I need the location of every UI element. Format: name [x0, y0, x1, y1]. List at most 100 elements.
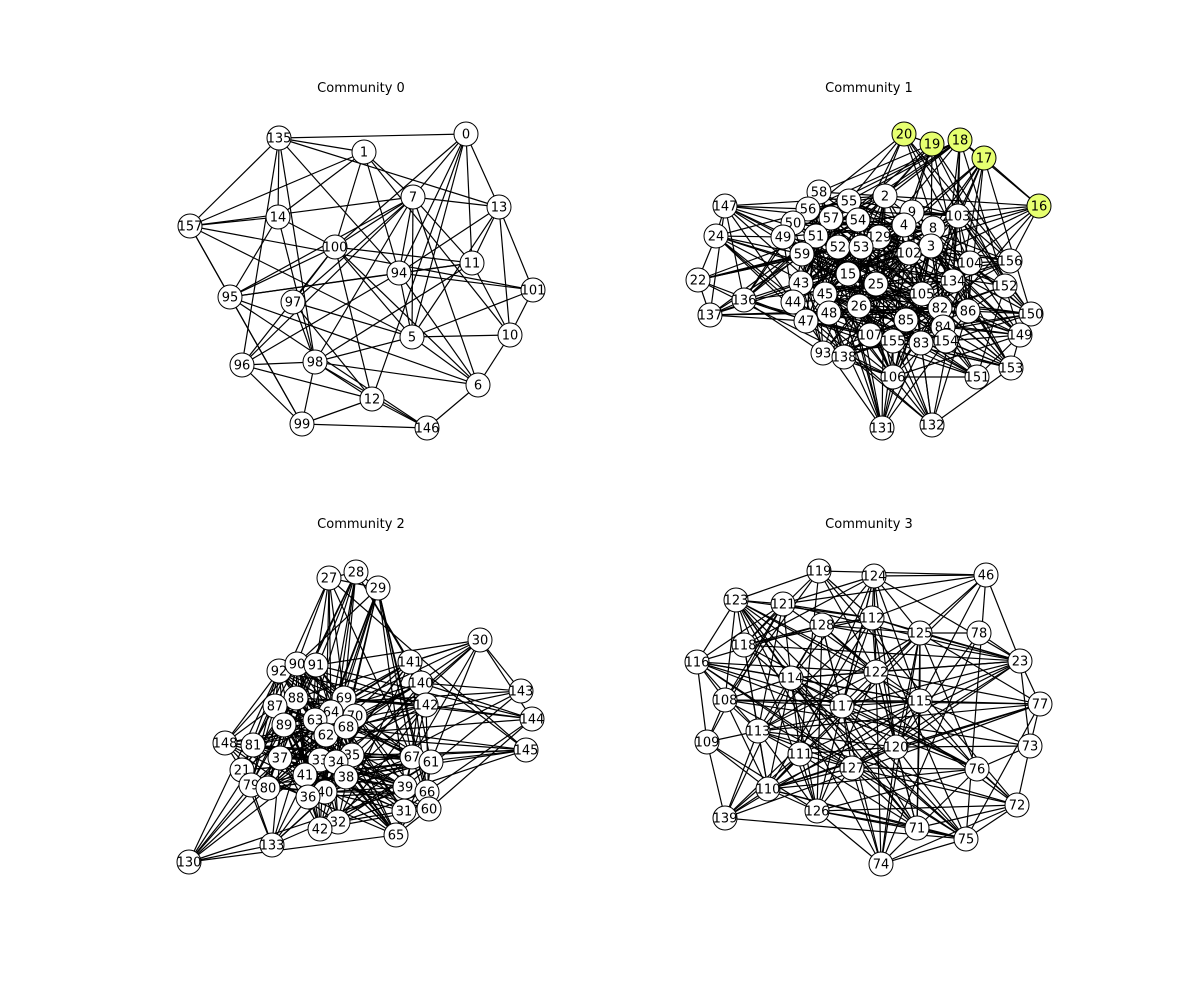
node-circle [400, 184, 426, 210]
node-label: 69 [336, 692, 353, 707]
node-label: 125 [908, 627, 933, 642]
node-circle [780, 289, 806, 315]
graph-edge [428, 718, 533, 810]
graph-node-154: 154 [933, 328, 959, 354]
node-label: 114 [779, 672, 804, 687]
node-circle [1027, 691, 1053, 717]
graph-edge [841, 705, 918, 829]
node-label: 154 [934, 335, 959, 350]
node-label: 77 [1032, 698, 1049, 713]
graph-edge [724, 699, 843, 707]
graph-edge [334, 246, 473, 264]
graph-edge [334, 246, 479, 386]
graph-edge [398, 133, 467, 274]
graph-node-13: 13 [486, 194, 512, 220]
graph-edge [916, 804, 1018, 829]
graph-node-51: 51 [803, 223, 829, 249]
graph-node-67: 67 [399, 744, 425, 770]
graph-node-126: 126 [804, 798, 830, 824]
node-circle [176, 849, 202, 875]
node-circle [519, 706, 545, 732]
graph-node-60: 60 [416, 796, 442, 822]
node-circle [359, 386, 385, 412]
node-label: 7 [409, 191, 417, 206]
graph-edge [799, 746, 897, 755]
graph-edge [398, 272, 479, 386]
node-label: 75 [958, 833, 975, 848]
node-label: 48 [821, 307, 838, 322]
graph-node-116: 116 [684, 649, 710, 675]
node-label: 44 [785, 296, 802, 311]
graph-edge [229, 296, 303, 425]
graph-node-133: 133 [259, 832, 285, 858]
node-circle [418, 749, 444, 775]
graph-node-82: 82 [927, 295, 953, 321]
graph-edge [931, 367, 1012, 426]
node-label: 79 [243, 779, 260, 794]
node-label: 104 [958, 257, 983, 272]
node-label: 76 [969, 763, 986, 778]
graph-node-30: 30 [467, 627, 493, 653]
graph-edge [696, 603, 784, 663]
graph-node-99: 99 [289, 411, 315, 437]
graph-edge [709, 205, 726, 316]
node-label: 20 [896, 128, 913, 143]
graph-edge [743, 299, 824, 354]
graph-node-156: 156 [997, 248, 1023, 274]
graph-edge [241, 272, 400, 366]
graph-edge [818, 143, 933, 193]
node-label: 111 [788, 748, 813, 763]
node-circle [891, 212, 917, 238]
graph-node-144: 144 [519, 706, 545, 732]
graph-edge [895, 746, 967, 840]
graph-edge [189, 225, 413, 338]
graph-node-2: 2 [872, 183, 898, 209]
graph-node-108: 108 [712, 687, 738, 713]
node-label: 133 [260, 839, 285, 854]
graph-node-141: 141 [397, 649, 423, 675]
graph-node-147: 147 [712, 193, 738, 219]
node-label: 56 [800, 203, 817, 218]
graph-edge [782, 574, 987, 605]
node-label: 90 [289, 658, 306, 673]
graph-node-12: 12 [359, 386, 385, 412]
node-label: 46 [978, 569, 995, 584]
graph-edge [696, 661, 708, 743]
graph-node-140: 140 [408, 670, 434, 696]
graph-edge [880, 746, 897, 865]
node-circle [789, 241, 815, 267]
node-circle [945, 203, 971, 229]
graph-node-7: 7 [400, 184, 426, 210]
node-circle [896, 240, 922, 266]
node-circle [778, 665, 804, 691]
graph-edge [229, 196, 414, 298]
node-circle [863, 659, 889, 685]
node-label: 42 [312, 823, 329, 838]
graph-node-62: 62 [313, 722, 339, 748]
graph-node-1: 1 [351, 139, 377, 165]
node-circle [816, 300, 842, 326]
graph-edge [735, 599, 882, 865]
graph-node-19: 19 [919, 131, 945, 157]
graph-edge [816, 810, 882, 865]
graph-node-101: 101 [520, 277, 546, 303]
panel-title: Community 1 [825, 81, 913, 96]
node-label: 145 [514, 744, 539, 759]
node-circle [770, 224, 796, 250]
node-label: 92 [271, 665, 288, 680]
graph-edge [411, 336, 479, 386]
graph-node-138: 138 [831, 344, 857, 370]
node-label: 110 [756, 783, 781, 798]
graph-edge [241, 137, 280, 366]
node-circle [868, 851, 894, 877]
node-circle [1018, 301, 1044, 327]
graph-node-78: 78 [966, 620, 992, 646]
node-circle [265, 204, 291, 230]
graph-node-127: 127 [839, 755, 865, 781]
graph-node-120: 120 [883, 734, 909, 760]
node-label: 148 [213, 737, 238, 752]
graph-edge [724, 699, 1041, 705]
node-layer: 0 1 135 157 14 7 13 100 11 94 101 95 97 5 10 96 98 6 12 99 1… [177, 121, 546, 441]
graph-node-148: 148 [212, 730, 238, 756]
